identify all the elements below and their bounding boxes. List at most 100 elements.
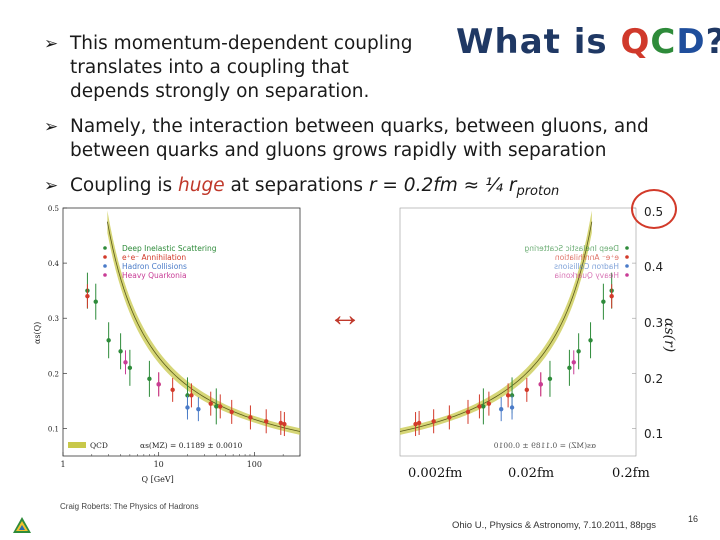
left-data-point (147, 376, 152, 382)
right-legend-entry-group: Deep Inelastic Scattering (524, 244, 629, 253)
right-xtick-0: 0.002fm (408, 466, 463, 481)
bullet-2-line1: Namely, the interaction between quarks, … (70, 116, 649, 137)
left-data-point (93, 299, 98, 304)
bullet-1-line1: This momentum-dependent coupling (70, 33, 413, 54)
left-data-point (282, 421, 287, 427)
left-legend-marker (103, 255, 107, 259)
left-ytick-label: 0.2 (48, 370, 59, 378)
left-data-point (185, 393, 190, 398)
left-data-point (185, 405, 190, 410)
right-legend-entry-group: Hadron Collisions (554, 262, 629, 271)
left-ytick-label: 0.3 (48, 315, 59, 323)
left-legend-marker (103, 264, 107, 268)
footer-author: Craig Roberts: The Physics of Hadrons (60, 502, 199, 511)
left-plot-frame (62, 207, 301, 457)
bullet-3-part1: Coupling is (70, 175, 178, 196)
right-data-point (486, 401, 492, 406)
left-xtick-label: 10 (154, 460, 164, 469)
right-data-point (481, 404, 486, 409)
bullet-arrow-icon: ➢ (44, 117, 59, 137)
left-qcd-curve (106, 221, 301, 432)
right-tick-0-1: 0.1 (644, 427, 664, 441)
right-legend-marker (625, 246, 629, 250)
left-data-point (123, 360, 128, 365)
right-legend-entry: Heavy Quarkonia (554, 271, 619, 280)
left-data-point (189, 393, 194, 398)
footer-venue: Ohio U., Physics & Astronomy, 7.10.2011,… (452, 520, 657, 531)
right-data-point (509, 405, 515, 410)
right-plot-frame (399, 207, 637, 457)
alpha-s-vs-q-chart: 0.1 0.2 0.3 0.4 0.5 1 10 100 Q [GeV] αs(Q) Deep I… (33, 205, 301, 484)
huge-emphasis: huge (178, 175, 225, 196)
right-legend-marker (625, 255, 629, 259)
bullet-1-line3: depends strongly on separation. (70, 81, 370, 102)
right-data-point (524, 387, 530, 393)
bullet-3: ➢ Coupling is huge at separations r = 0.… (44, 174, 560, 204)
right-data-point (416, 420, 422, 426)
right-data-point (477, 404, 482, 409)
right-ylabel: αs(r) (661, 318, 677, 353)
left-data-point (170, 387, 175, 393)
right-xtick-2: 0.2fm (612, 466, 650, 481)
double-arrow-icon: ↔ (328, 296, 362, 334)
left-data-point (196, 406, 201, 412)
left-band-legend-label: QCD (90, 441, 108, 450)
left-data-point (156, 382, 161, 387)
page-number: 16 (688, 514, 699, 524)
slide-title: What is QCD? (456, 22, 720, 62)
left-ytick-label: 0.4 (48, 260, 60, 268)
left-band-legend-swatch (68, 442, 86, 448)
right-band-legend-formula: αs(MZ) = 0.1189 ± 0.0010 (494, 441, 596, 450)
right-data-point (498, 406, 504, 412)
bullet-3-subscript: proton (516, 184, 560, 199)
left-legend-marker (103, 273, 107, 277)
left-data-point (214, 404, 219, 409)
right-data-point (576, 349, 581, 354)
left-data-point (106, 338, 111, 343)
right-data-point (447, 415, 452, 420)
right-data-point (588, 338, 593, 343)
right-data-point (465, 409, 471, 415)
bullet-2-line2: between quarks and gluons grows rapidly … (70, 140, 607, 161)
right-data-point (413, 421, 418, 427)
right-band-legend-group: αs(MZ) = 0.1189 ± 0.0010 (494, 441, 596, 450)
right-legend-marker (625, 264, 629, 268)
right-legend-entry: Deep Inelastic Scattering (524, 244, 619, 253)
right-qcd-curve (399, 221, 593, 432)
bullet-2: ➢ Namely, the interaction between quarks… (44, 115, 649, 163)
right-legend-entry-group: e⁺e⁻ Annihilation (555, 253, 629, 262)
left-ytick-label: 0.5 (48, 205, 59, 213)
right-legend-entry: e⁺e⁻ Annihilation (555, 253, 619, 262)
logo-icon (12, 516, 32, 539)
highlight-circle (631, 189, 677, 229)
left-data-point (229, 409, 234, 415)
right-tick-0-4: 0.4 (644, 260, 664, 274)
right-data-point (571, 360, 576, 365)
left-legend-entry: e⁺e⁻ Annihilation (122, 253, 186, 262)
left-legend-marker (103, 246, 107, 250)
left-data-point (118, 349, 123, 354)
right-data-point (505, 393, 511, 398)
left-data-point (218, 404, 223, 409)
left-xtick-label: 100 (247, 460, 262, 469)
right-data-point (509, 393, 515, 398)
left-ylabel: αs(Q) (33, 322, 42, 344)
right-legend-marker (625, 273, 629, 277)
left-data-point (278, 420, 284, 426)
left-xtick-label: 1 (60, 460, 65, 469)
bullet-3-part2: at separations (224, 175, 369, 196)
left-data-point (85, 293, 90, 299)
right-tick-0-2: 0.2 (644, 372, 664, 386)
right-data-point (431, 419, 436, 424)
right-tick-0-3: 0.3 (644, 316, 664, 330)
left-data-point (264, 419, 269, 424)
right-data-point (609, 293, 614, 299)
right-data-point (601, 299, 606, 304)
left-band-legend-formula: αs(MZ) = 0.1189 ± 0.0010 (140, 441, 242, 450)
left-legend-entry: Heavy Quarkonia (122, 271, 187, 280)
bullet-arrow-icon: ➢ (44, 176, 59, 196)
bullet-3-formula: r = 0.2fm ≈ ¼ r (368, 175, 517, 196)
left-xlabel: Q [GeV] (142, 475, 174, 484)
right-data-point (538, 382, 543, 387)
left-data-point (248, 415, 253, 420)
